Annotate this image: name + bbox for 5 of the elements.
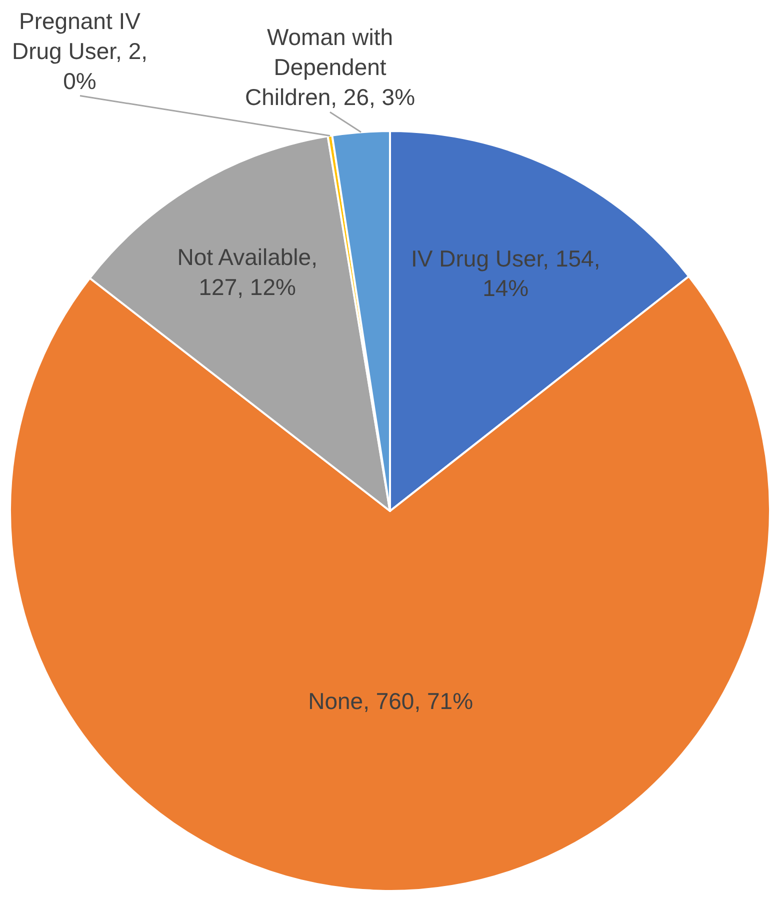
slice-label: Not Available, 127, 12% [177,244,318,300]
slice-label: Pregnant IV Drug User, 2, 0% [12,8,148,94]
slice-label: None, 760, 71% [308,688,474,714]
slice-label: IV Drug User, 154, 14% [411,245,600,302]
slice-label: Woman with Dependent Children, 26, 3% [245,24,416,110]
